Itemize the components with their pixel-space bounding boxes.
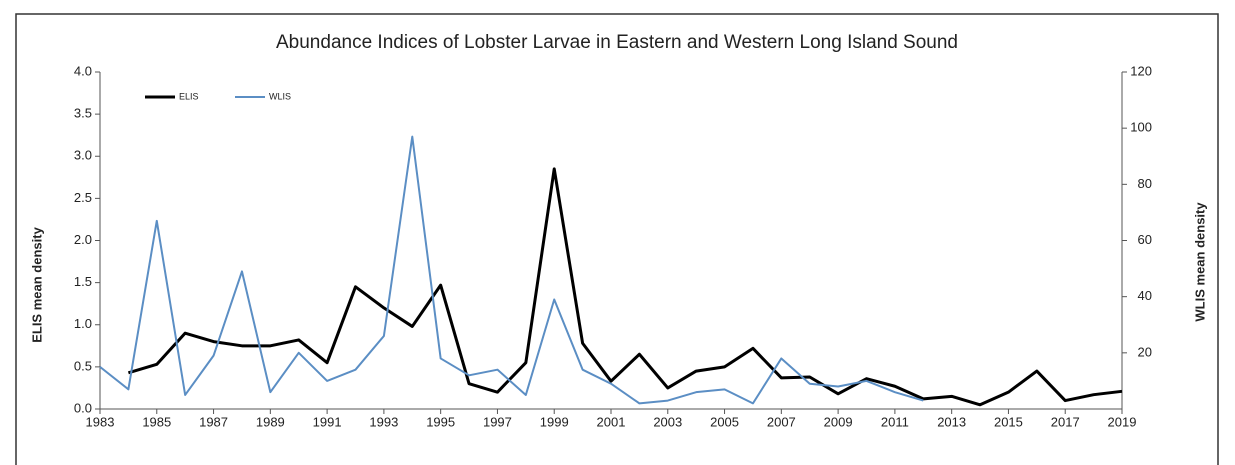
x-tick-label: 1997 (483, 414, 512, 429)
y-tick-label: 2.5 (74, 190, 92, 205)
x-tick-label: 1985 (142, 414, 171, 429)
x-tick-label: 2007 (767, 414, 796, 429)
x-tick-label: 2003 (653, 414, 682, 429)
y-axis-label: ELIS mean density (29, 226, 44, 342)
x-tick-label: 2013 (937, 414, 966, 429)
x-tick-label: 1987 (199, 414, 228, 429)
x-tick-label: 1995 (426, 414, 455, 429)
y2-tick-label: 20 (1138, 344, 1152, 359)
y-tick-label: 1.5 (74, 274, 92, 289)
y2-tick-label: 120 (1130, 63, 1152, 78)
y2-tick-label: 40 (1138, 288, 1152, 303)
x-tick-label: 1993 (369, 414, 398, 429)
x-tick-label: 2001 (597, 414, 626, 429)
x-tick-label: 1989 (256, 414, 285, 429)
series-line (127, 167, 1123, 407)
y-tick-label: 4.0 (74, 63, 92, 78)
x-tick-label: 2011 (881, 414, 909, 429)
y2-axis-label: WLIS mean density (1192, 202, 1207, 322)
legend-label: ELIS (179, 91, 199, 101)
y-tick-label: 1.0 (74, 316, 92, 331)
legend-label: WLIS (269, 91, 291, 101)
x-tick-label: 1983 (86, 414, 115, 429)
frame (15, 13, 1219, 465)
y2-tick-label: 60 (1138, 232, 1152, 247)
y-tick-label: 2.0 (74, 232, 92, 247)
y-tick-label: 0.5 (74, 358, 92, 373)
y-tick-label: 0.0 (74, 400, 92, 415)
series-line (99, 135, 924, 405)
x-tick-label: 2017 (1051, 414, 1080, 429)
y-tick-label: 3.5 (74, 106, 92, 121)
chart-title: Abundance Indices of Lobster Larvae in E… (276, 32, 958, 53)
x-tick-label: 2005 (710, 414, 739, 429)
y-tick-label: 3.0 (74, 148, 92, 163)
x-tick-label: 2019 (1108, 414, 1137, 429)
x-tick-label: 2009 (824, 414, 853, 429)
x-tick-label: 1991 (313, 414, 342, 429)
x-tick-label: 2015 (994, 414, 1023, 429)
y2-tick-label: 100 (1130, 120, 1152, 135)
x-tick-label: 1999 (540, 414, 569, 429)
y2-tick-label: 80 (1138, 176, 1152, 191)
